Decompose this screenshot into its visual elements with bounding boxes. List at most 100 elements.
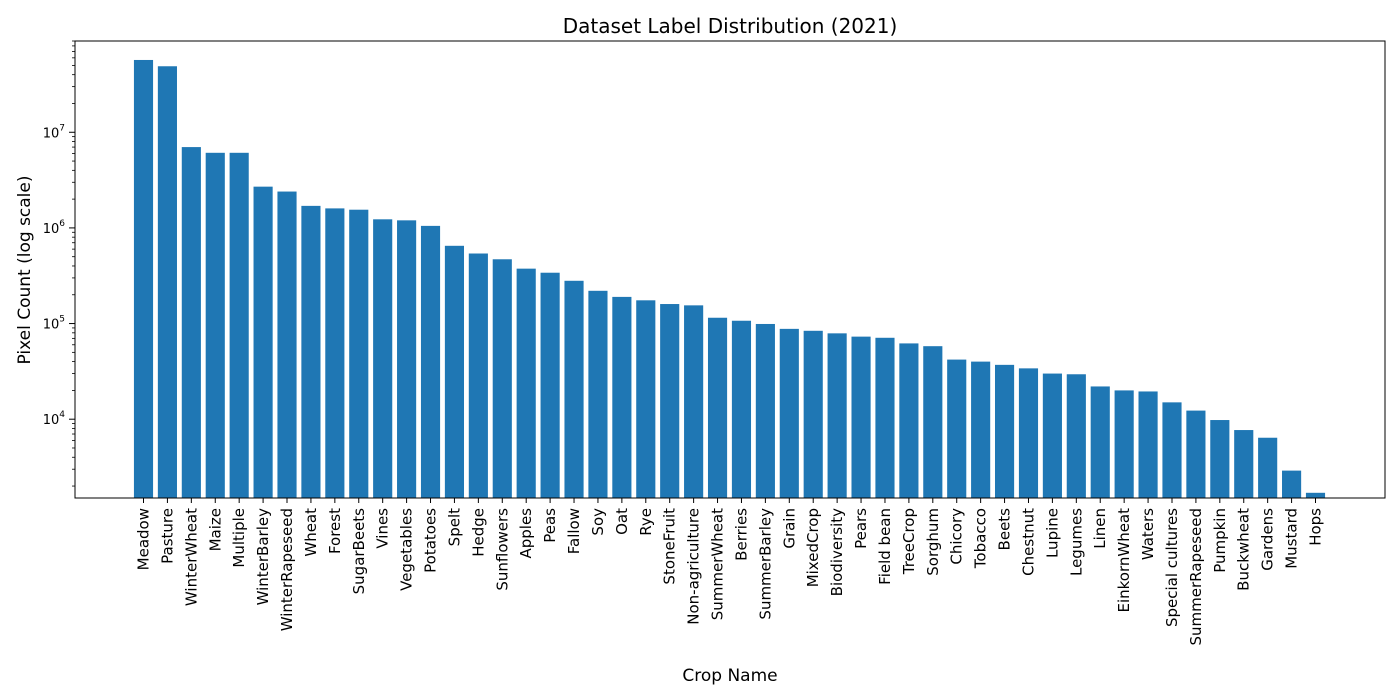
x-tick-label: Pears <box>852 508 870 549</box>
bar-hedge <box>468 253 488 498</box>
bar-chestnut <box>1018 368 1039 498</box>
bar-potatoes <box>420 225 441 498</box>
bar-winterbarley <box>253 186 273 498</box>
bar-lupine <box>1042 373 1062 498</box>
x-tick-label: TreeCrop <box>900 508 918 575</box>
bar-maize <box>205 152 225 498</box>
x-tick-label: EinkornWheat <box>1115 508 1133 613</box>
x-tick-label: Sorghum <box>924 508 942 576</box>
bar-meadow <box>133 59 154 498</box>
x-tick-label: SummerRapeseed <box>1187 508 1205 645</box>
y-axis-label: Pixel Count (log scale) <box>15 175 35 364</box>
bar-spelt <box>444 245 465 498</box>
x-tick-label: Legumes <box>1067 508 1085 576</box>
bar-summerbarley <box>755 323 775 498</box>
bar-biodiversity <box>827 333 847 498</box>
bar-winterwheat <box>181 147 201 498</box>
bar-summerwheat <box>707 317 728 498</box>
x-tick-label: WinterWheat <box>182 508 200 606</box>
bar-linen <box>1090 386 1110 498</box>
bar-peas <box>540 272 560 498</box>
x-tick-label: Grain <box>780 508 798 549</box>
x-tick-label: MixedCrop <box>804 508 822 587</box>
bar-oat <box>612 296 632 498</box>
bar-soy <box>588 290 608 498</box>
bar-treecrop <box>899 343 919 498</box>
bar-summerrapeseed <box>1186 410 1206 498</box>
x-tick-label: Beets <box>996 508 1014 551</box>
bar-multiple <box>229 152 249 498</box>
bar-field-bean <box>875 337 895 498</box>
x-tick-label: Special cultures <box>1163 508 1181 627</box>
x-tick-label: Non-agriculture <box>685 508 703 625</box>
bar-vegetables <box>397 220 417 498</box>
bar-buckwheat <box>1234 430 1254 498</box>
x-tick-label: Wheat <box>302 508 320 557</box>
bar-winterrapeseed <box>277 191 297 499</box>
x-tick-label: Chestnut <box>1019 508 1037 576</box>
x-tick-label: Hops <box>1307 508 1325 546</box>
x-tick-label: Field bean <box>876 508 894 585</box>
bar-non-agriculture <box>684 305 704 498</box>
x-tick-label: SummerBarley <box>756 508 774 620</box>
bar-pumpkin <box>1210 420 1230 498</box>
x-tick-label: Pumpkin <box>1211 508 1229 573</box>
y-tick-label: 104 <box>43 410 66 428</box>
bar-stonefruit <box>660 304 680 498</box>
bar-hops <box>1305 492 1326 498</box>
bars-group <box>133 59 1326 499</box>
y-tick-label: 106 <box>43 219 66 237</box>
bar-fallow <box>564 280 584 498</box>
bar-tobacco <box>971 361 991 498</box>
x-axis-ticks: Meadow Pasture WinterWheat Maize Multiple Win… <box>135 498 1325 645</box>
x-tick-label: Meadow <box>135 508 153 570</box>
x-tick-label: Waters <box>1139 508 1157 560</box>
x-tick-label: WinterRapeseed <box>278 508 296 631</box>
y-axis-ticks: 104 105 106 107 <box>43 40 75 487</box>
x-tick-label: Forest <box>326 508 344 554</box>
x-tick-label: Biodiversity <box>828 508 846 596</box>
x-tick-label: Vines <box>374 508 392 549</box>
y-tick-label: 105 <box>43 315 65 333</box>
x-tick-label: Hedge <box>469 508 487 557</box>
bar-vines <box>373 219 393 498</box>
bar-gardens <box>1258 437 1278 498</box>
x-tick-label: Maize <box>206 508 224 551</box>
plot-frame <box>74 40 1386 499</box>
x-tick-label: Rye <box>637 508 655 536</box>
bar-chicory <box>947 359 967 498</box>
x-tick-label: SugarBeets <box>350 508 368 595</box>
bar-einkornwheat <box>1114 390 1134 498</box>
x-axis-label: Crop Name <box>682 666 777 686</box>
x-tick-label: Peas <box>541 508 559 543</box>
x-tick-label: Tobacco <box>972 508 990 569</box>
bar-mixedcrop <box>803 330 823 498</box>
x-tick-label: Vegetables <box>398 508 416 591</box>
x-tick-label: Linen <box>1091 508 1109 549</box>
x-tick-label: Mustard <box>1283 508 1301 569</box>
bar-mustard <box>1282 470 1302 498</box>
chart-title: Dataset Label Distribution (2021) <box>563 14 898 38</box>
bar-special-cultures <box>1162 402 1182 498</box>
bar-rye <box>636 300 656 498</box>
x-tick-label: Soy <box>589 508 607 536</box>
x-tick-label: WinterBarley <box>254 508 272 605</box>
bar-pears <box>851 336 871 498</box>
x-tick-label: SummerWheat <box>709 508 727 620</box>
bar-beets <box>994 364 1015 498</box>
bar-sunflowers <box>492 259 512 498</box>
x-tick-label: Oat <box>613 508 631 535</box>
x-tick-label: Apples <box>517 508 535 559</box>
x-tick-label: Sunflowers <box>493 508 511 591</box>
x-tick-label: Multiple <box>230 508 248 568</box>
bar-waters <box>1138 391 1158 498</box>
x-tick-label: Lupine <box>1043 508 1061 558</box>
bar-wheat <box>301 205 321 498</box>
x-tick-label: Pasture <box>158 508 176 564</box>
bar-sorghum <box>923 346 943 498</box>
x-tick-label: Potatoes <box>422 508 440 573</box>
x-tick-label: Buckwheat <box>1235 508 1253 591</box>
x-tick-label: Berries <box>732 508 750 561</box>
bar-grain <box>779 328 799 498</box>
